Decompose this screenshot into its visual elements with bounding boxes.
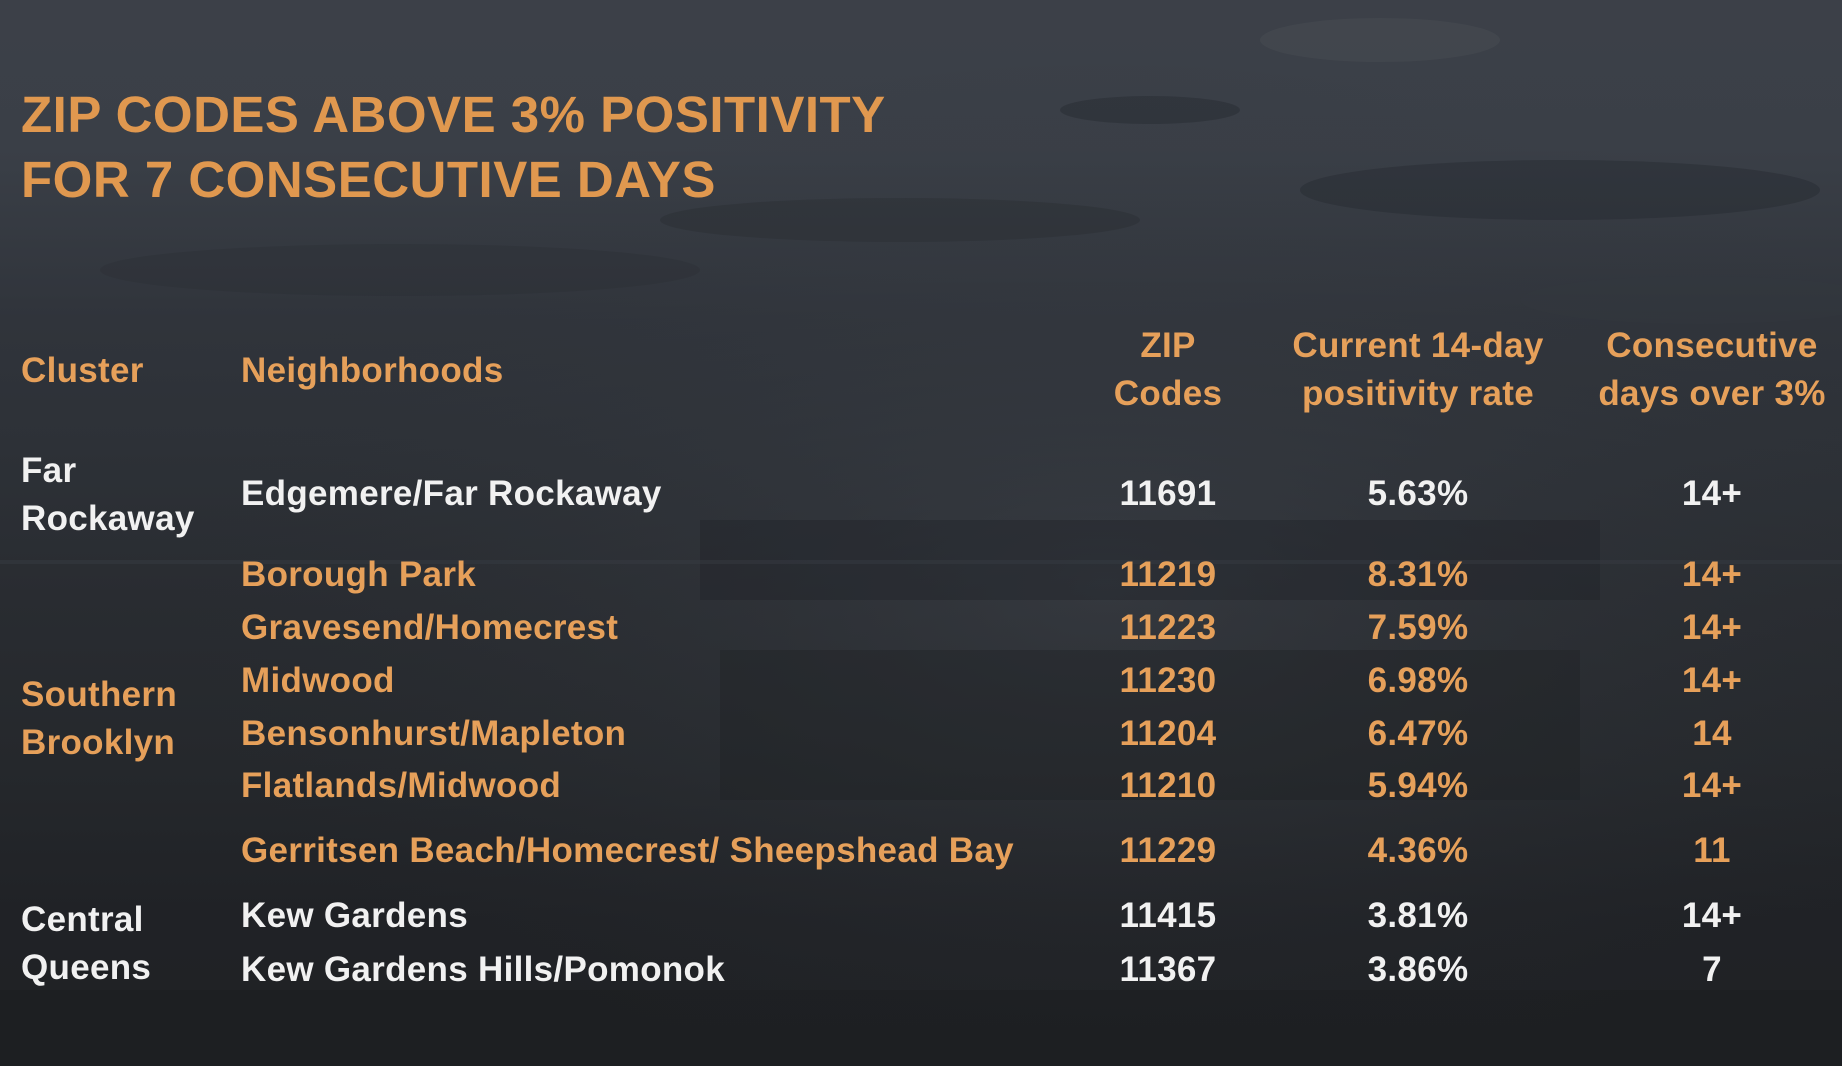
zip-cell: 11210	[1119, 766, 1217, 805]
cluster-central-queens: Central Queens	[21, 896, 151, 992]
header-consecutive-days: Consecutive days over 3%	[1582, 322, 1842, 418]
days-cell: 14+	[1681, 474, 1743, 513]
days-cell: 14+	[1681, 608, 1743, 647]
cluster-far-rockaway: Far Rockaway	[21, 447, 195, 543]
days-cell: 14+	[1681, 896, 1743, 935]
zip-cell: 11367	[1119, 950, 1217, 989]
rate-cell: 4.36%	[1367, 831, 1469, 870]
cluster-southern-brooklyn: Southern Brooklyn	[21, 671, 177, 767]
header-positivity-rate: Current 14-day positivity rate	[1268, 322, 1568, 418]
zip-cell: 11691	[1119, 474, 1217, 513]
rate-cell: 5.63%	[1367, 474, 1469, 513]
zip-cell: 11230	[1119, 661, 1217, 700]
zip-cell: 11204	[1119, 714, 1217, 753]
cluster-label-line-2: Queens	[21, 948, 152, 987]
neighborhood-cell: Gravesend/Homecrest	[241, 608, 619, 647]
neighborhood-cell: Edgemere/Far Rockaway	[241, 474, 662, 513]
neighborhood-cell: Kew Gardens Hills/Pomonok	[241, 950, 725, 989]
cluster-label-line-1: Central	[21, 900, 144, 939]
zip-cell: 11223	[1119, 608, 1217, 647]
header-rate-line-2: positivity rate	[1301, 374, 1535, 413]
zip-cell: 11219	[1119, 555, 1217, 594]
neighborhood-cell: Flatlands/Midwood	[241, 766, 562, 805]
neighborhood-cell: Midwood	[241, 661, 395, 700]
header-days-line-1: Consecutive	[1606, 326, 1818, 365]
cluster-label-line-1: Southern	[21, 675, 178, 714]
rate-cell: 5.94%	[1367, 766, 1469, 805]
page-title: ZIP CODES ABOVE 3% POSITIVITY FOR 7 CONS…	[21, 82, 886, 212]
rate-cell: 3.81%	[1367, 896, 1469, 935]
header-zip-line-1: ZIP	[1140, 326, 1196, 365]
neighborhood-cell: Kew Gardens	[241, 896, 468, 935]
zip-cell: 11229	[1119, 831, 1217, 870]
header-days-line-2: days over 3%	[1598, 374, 1826, 413]
header-neighborhoods: Neighborhoods	[241, 351, 504, 390]
rate-cell: 6.47%	[1367, 714, 1469, 753]
days-cell: 14+	[1681, 766, 1743, 805]
rate-cell: 7.59%	[1367, 608, 1469, 647]
neighborhood-cell: Gerritsen Beach/Homecrest/ Sheepshead Ba…	[241, 831, 1014, 870]
header-rate-line-1: Current 14-day	[1292, 326, 1544, 365]
cluster-label-line-2: Brooklyn	[21, 723, 176, 762]
days-cell: 14+	[1681, 555, 1743, 594]
header-cluster: Cluster	[21, 351, 144, 390]
days-cell: 7	[1702, 950, 1722, 989]
rate-cell: 6.98%	[1367, 661, 1469, 700]
cluster-label-line-2: Rockaway	[21, 499, 195, 538]
neighborhood-cell: Bensonhurst/Mapleton	[241, 714, 627, 753]
rate-cell: 3.86%	[1367, 950, 1469, 989]
header-zip-codes: ZIP Codes	[1088, 322, 1248, 418]
days-cell: 14+	[1681, 661, 1743, 700]
header-zip-line-2: Codes	[1113, 374, 1223, 413]
neighborhood-cell: Borough Park	[241, 555, 477, 594]
zip-cell: 11415	[1119, 896, 1217, 935]
rate-cell: 8.31%	[1367, 555, 1469, 594]
days-cell: 11	[1693, 831, 1731, 870]
title-line-1: ZIP CODES ABOVE 3% POSITIVITY	[21, 86, 886, 143]
days-cell: 14	[1692, 714, 1732, 753]
title-line-2: FOR 7 CONSECUTIVE DAYS	[21, 151, 716, 208]
cluster-label-line-1: Far	[21, 451, 77, 490]
